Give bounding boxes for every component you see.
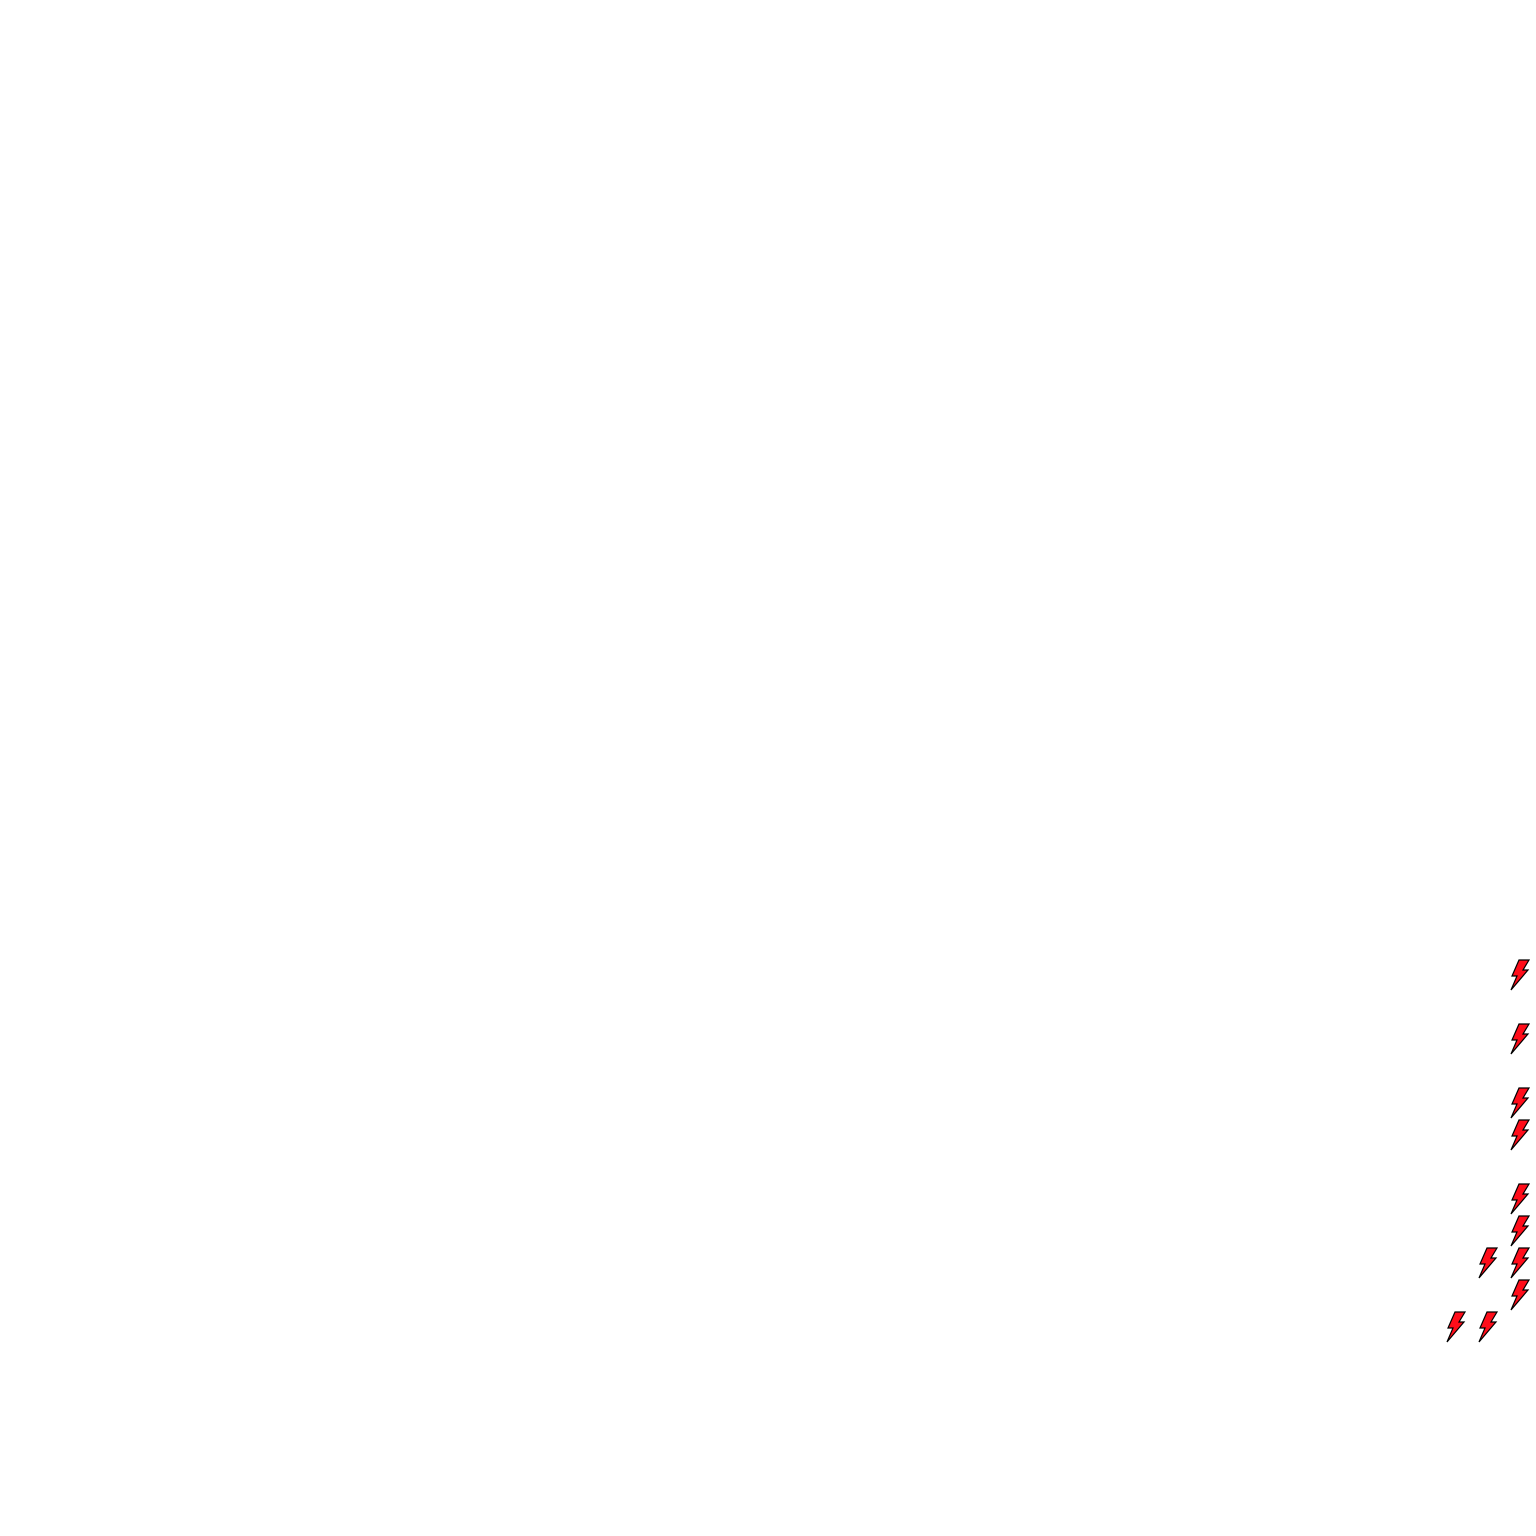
background	[0, 0, 1536, 1536]
screen	[0, 0, 1536, 1536]
page	[0, 0, 1536, 1536]
